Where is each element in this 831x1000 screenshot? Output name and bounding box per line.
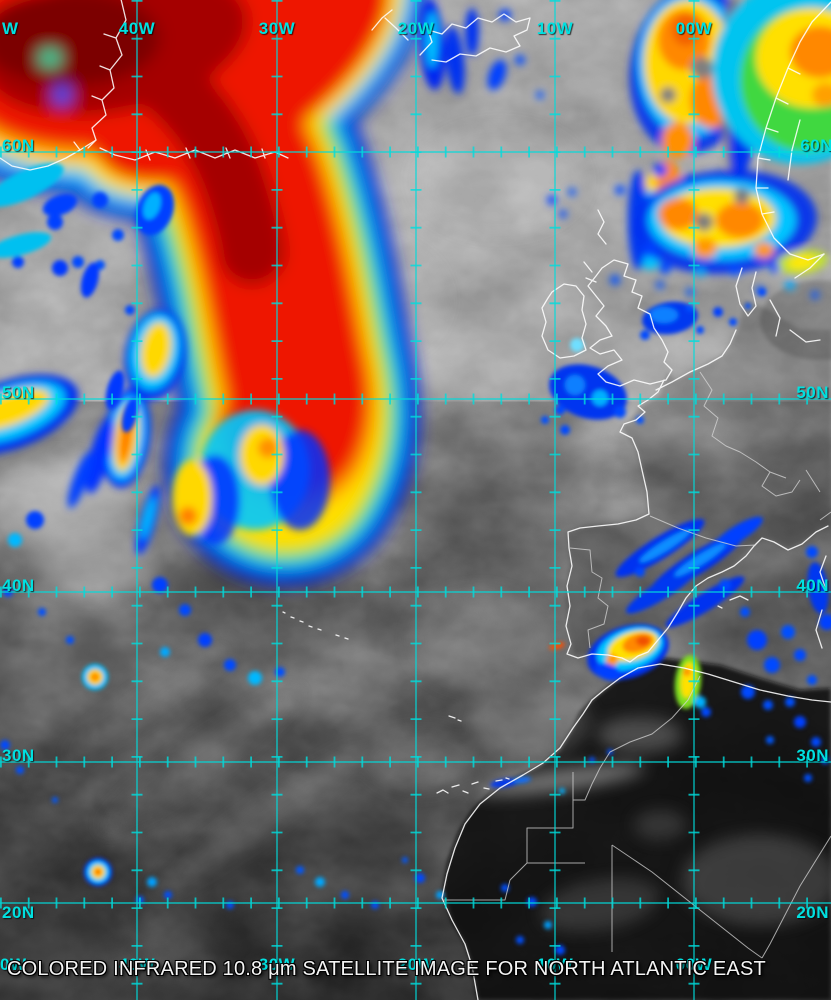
denmark-coast <box>735 253 825 343</box>
lat-label-50n-right: 50N <box>796 383 829 402</box>
canary-islands <box>436 777 510 794</box>
lon-label-40w-top: 40W <box>118 19 156 38</box>
lat-label-50n-left: 50N <box>2 383 35 402</box>
lon-label-10w-top: 10W <box>536 19 574 38</box>
lat-label-30n-left: 30N <box>2 746 35 765</box>
tail-scatter <box>0 309 330 555</box>
cloud-hole <box>53 85 71 105</box>
lon-label-50w-bottom: 0W <box>0 955 27 974</box>
ne-europe-coast <box>655 329 737 391</box>
iceland-coast <box>371 9 531 63</box>
hebrides <box>583 209 607 283</box>
madeira <box>448 715 462 722</box>
lat-label-20n-right: 20N <box>796 903 829 922</box>
northeast-clusters <box>418 0 831 299</box>
balearics <box>717 595 749 609</box>
lat-label-40n-left: 40N <box>2 576 35 595</box>
lon-label-40w-bottom: 40W <box>118 955 156 974</box>
norway-coast <box>755 1 831 261</box>
layer-red <box>0 0 390 498</box>
britain-coast <box>587 259 673 387</box>
caption-block: COLORED INFRARED 10.8 μm SATELLITE IMAGE… <box>7 912 766 1000</box>
lon-label-20w-bottom: 20W <box>397 955 435 974</box>
lon-label-20w-top: 20W <box>397 19 435 38</box>
lon-label-00w-top: 00W <box>675 19 713 38</box>
europe-coast <box>565 379 829 663</box>
ireland-coast <box>541 283 587 359</box>
corsica-sardinia <box>815 555 827 649</box>
azores <box>282 611 349 640</box>
lat-label-60n-left: 60N <box>2 136 35 155</box>
lat-label-40n-right: 40N <box>796 576 829 595</box>
lon-label-30w-bottom: 30W <box>258 955 296 974</box>
iberia-patches <box>490 516 831 794</box>
lon-label-00w-bottom: 00W <box>675 955 713 974</box>
lon-label-30w-top: 30W <box>258 19 296 38</box>
lat-label-20n-left: 20N <box>2 903 35 922</box>
lat-label-30n-right: 30N <box>796 746 829 765</box>
lat-label-60n-right: 60N <box>800 136 831 155</box>
lon-label-10w-bottom: 10W <box>536 955 574 974</box>
cloud-hole <box>39 49 61 67</box>
lon-label-50w-top: W <box>2 19 19 38</box>
midlat-patches <box>541 288 766 435</box>
caption-title: COLORED INFRARED 10.8 μm SATELLITE IMAGE… <box>7 958 766 980</box>
africa-med-coast <box>591 663 831 703</box>
storm-comma-cloud <box>0 0 430 585</box>
africa-coast <box>441 699 593 1000</box>
greenland-coast <box>0 0 127 171</box>
